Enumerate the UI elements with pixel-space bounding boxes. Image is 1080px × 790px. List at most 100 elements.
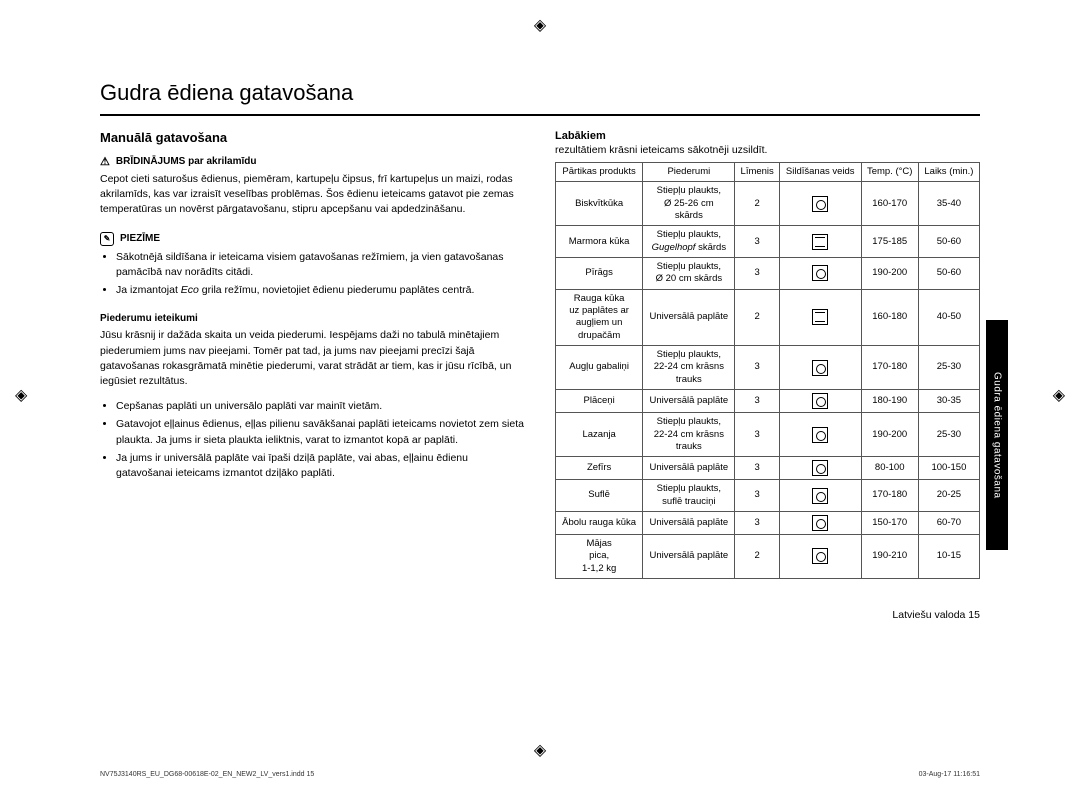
table-cell (779, 226, 861, 258)
section-heading: Manuālā gatavošana (100, 130, 525, 145)
warning-icon: ⚠ (100, 155, 110, 168)
table-cell: 3 (735, 258, 779, 290)
table-cell (779, 457, 861, 480)
table-cell (779, 258, 861, 290)
table-cell: Pīrāgs (556, 258, 643, 290)
topbottom-mode-icon (812, 309, 828, 325)
table-cell: 175-185 (861, 226, 918, 258)
print-footer-right: 03-Aug-17 11:16:51 (919, 771, 980, 778)
table-cell: 3 (735, 457, 779, 480)
table-cell: 180-190 (861, 390, 918, 413)
table-cell: 170-180 (861, 480, 918, 512)
table-cell (779, 289, 861, 345)
table-header-row: Pārtikas produktsPiederumiLīmenisSildīša… (556, 163, 980, 182)
sub-label: Piederumu ieteikumi (100, 313, 198, 324)
table-cell (779, 346, 861, 390)
table-cell: Stiepļu plaukts,22-24 cm krāsnstrauks (643, 346, 735, 390)
table-cell: Plāceņi (556, 390, 643, 413)
note-list: Sākotnējā sildīšana ir ieteicama visiem … (100, 250, 525, 299)
fan-mode-icon (812, 548, 828, 564)
right-desc: rezultātiem krāsni ieteicams sākotnēji u… (555, 144, 980, 156)
table-cell: Universālā paplāte (643, 534, 735, 578)
list-item: Sākotnējā sildīšana ir ieteicama visiem … (116, 250, 525, 280)
fan-mode-icon (812, 196, 828, 212)
table-cell: Lazanja (556, 413, 643, 457)
page-content: Gudra ēdiena gatavošana Manuālā gatavoša… (0, 0, 1080, 661)
table-body: BiskvītkūkaStiepļu plaukts,Ø 25-26 cmskā… (556, 182, 980, 579)
table-cell: 190-200 (861, 258, 918, 290)
table-header: Sildīšanas veids (779, 163, 861, 182)
table-header: Piederumi (643, 163, 735, 182)
table-cell: 3 (735, 511, 779, 534)
warning-row: ⚠ BRĪDINĀJUMS par akrilamīdu (100, 155, 525, 168)
table-header: Laiks (min.) (918, 163, 979, 182)
table-cell: 2 (735, 289, 779, 345)
note-label: PIEZĪME (120, 233, 160, 244)
table-row: LazanjaStiepļu plaukts,22-24 cm krāsnstr… (556, 413, 980, 457)
list-item: Ja izmantojat Eco grila režīmu, novietoj… (116, 283, 525, 298)
table-cell: 2 (735, 182, 779, 226)
table-row: ZefīrsUniversālā paplāte380-100100-150 (556, 457, 980, 480)
table-cell (779, 182, 861, 226)
table-cell: Stiepļu plaukts,22-24 cm krāsnstrauks (643, 413, 735, 457)
table-cell: 190-210 (861, 534, 918, 578)
side-tab: Gudra ēdiena gatavošana (986, 320, 1008, 550)
table-row: PlāceņiUniversālā paplāte3180-19030-35 (556, 390, 980, 413)
fan-mode-icon (812, 488, 828, 504)
table-cell: 3 (735, 346, 779, 390)
table-cell: Stiepļu plaukts,Ø 20 cm skārds (643, 258, 735, 290)
table-cell: Suflē (556, 480, 643, 512)
table-cell: 3 (735, 413, 779, 457)
table-cell: Stiepļu plaukts,Gugelhopf skārds (643, 226, 735, 258)
table-cell: 60-70 (918, 511, 979, 534)
table-row: Mājaspica,1-1,2 kgUniversālā paplāte2190… (556, 534, 980, 578)
table-cell: 25-30 (918, 346, 979, 390)
note-icon: ✎ (100, 232, 114, 246)
table-cell: 80-100 (861, 457, 918, 480)
topbottom-mode-icon (812, 234, 828, 250)
fan-mode-icon (812, 427, 828, 443)
table-cell: Augļu gabaliņi (556, 346, 643, 390)
table-cell: 160-170 (861, 182, 918, 226)
right-sub-heading: Labākiem (555, 130, 980, 142)
fan-mode-icon (812, 265, 828, 281)
note-row: ✎ PIEZĪME (100, 232, 525, 246)
sub-list: Cepšanas paplāti un universālo paplāti v… (100, 399, 525, 481)
table-cell: 3 (735, 226, 779, 258)
table-cell: 190-200 (861, 413, 918, 457)
table-cell: Marmora kūka (556, 226, 643, 258)
columns: Manuālā gatavošana ⚠ BRĪDINĀJUMS par akr… (100, 130, 980, 621)
table-cell: 150-170 (861, 511, 918, 534)
fan-mode-icon (812, 393, 828, 409)
page-title: Gudra ēdiena gatavošana (100, 80, 980, 106)
table-cell: Rauga kūkauz paplātes araugļiem undrupač… (556, 289, 643, 345)
warning-label: BRĪDINĀJUMS par akrilamīdu (116, 156, 257, 167)
table-cell: 50-60 (918, 226, 979, 258)
table-cell: Stiepļu plaukts,suflē trauciņi (643, 480, 735, 512)
table-header: Temp. (°C) (861, 163, 918, 182)
table-cell: 10-15 (918, 534, 979, 578)
table-row: BiskvītkūkaStiepļu plaukts,Ø 25-26 cmskā… (556, 182, 980, 226)
table-cell: 25-30 (918, 413, 979, 457)
table-header: Pārtikas produkts (556, 163, 643, 182)
table-cell: Stiepļu plaukts,Ø 25-26 cmskārds (643, 182, 735, 226)
title-rule (100, 114, 980, 116)
table-cell (779, 511, 861, 534)
table-cell: 20-25 (918, 480, 979, 512)
table-cell: Mājaspica,1-1,2 kg (556, 534, 643, 578)
list-item: Gatavojot eļļainus ēdienus, eļļas pilien… (116, 417, 525, 447)
table-cell: Universālā paplāte (643, 457, 735, 480)
table-cell: 160-180 (861, 289, 918, 345)
table-cell: 35-40 (918, 182, 979, 226)
table-row: Augļu gabaliņiStiepļu plaukts,22-24 cm k… (556, 346, 980, 390)
table-row: PīrāgsStiepļu plaukts,Ø 20 cm skārds3 190… (556, 258, 980, 290)
table-cell: Universālā paplāte (643, 289, 735, 345)
table-cell: 3 (735, 480, 779, 512)
page-number: Latviešu valoda 15 (555, 609, 980, 621)
table-cell: 3 (735, 390, 779, 413)
print-footer: NV75J3140RS_EU_DG68-00618E-02_EN_NEW2_LV… (100, 771, 980, 778)
table-cell: 170-180 (861, 346, 918, 390)
table-cell (779, 480, 861, 512)
table-row: Ābolu rauga kūkaUniversālā paplāte3150-1… (556, 511, 980, 534)
fan-mode-icon (812, 460, 828, 476)
